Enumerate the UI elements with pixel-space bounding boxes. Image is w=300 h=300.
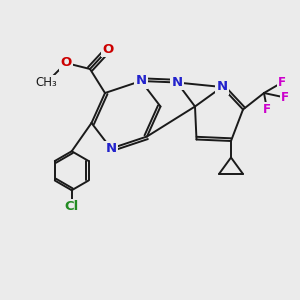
Text: O: O xyxy=(102,43,114,56)
Text: N: N xyxy=(216,80,228,94)
Text: O: O xyxy=(60,56,72,70)
Text: N: N xyxy=(105,142,117,155)
Text: F: F xyxy=(263,103,271,116)
Text: F: F xyxy=(281,91,289,104)
Text: Cl: Cl xyxy=(64,200,79,213)
Text: F: F xyxy=(278,76,286,89)
Text: N: N xyxy=(171,76,183,89)
Text: N: N xyxy=(135,74,147,88)
Text: CH₃: CH₃ xyxy=(36,76,57,89)
